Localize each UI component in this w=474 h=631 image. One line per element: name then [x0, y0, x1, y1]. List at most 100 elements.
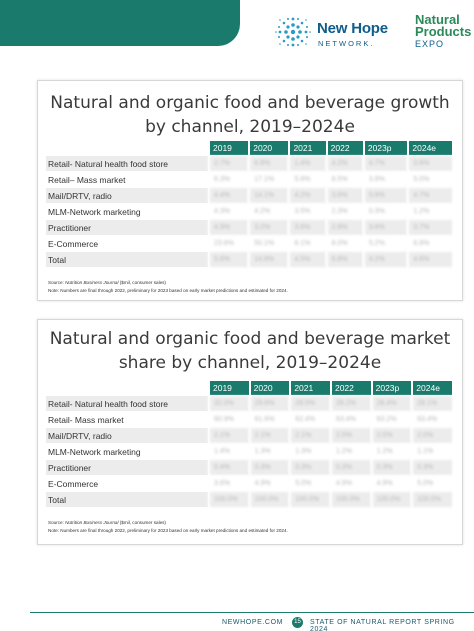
column-header: 2021	[288, 141, 326, 155]
table-cell: 1.2%	[370, 444, 412, 459]
table-cell: 8.5%	[325, 172, 363, 187]
source-suffix: ($mil, consumer sales)	[118, 280, 166, 285]
table-cell: 6.8%	[325, 252, 363, 267]
row-label: Practitioner	[46, 220, 208, 235]
growth-table-body: Retail- Natural health food store 2.7% 6.9…	[46, 156, 452, 267]
market-share-table-body: Retail- Natural health food store 32.0% 29…	[46, 396, 452, 507]
methodology-note: Note: Numbers are final through 2022, pr…	[48, 287, 288, 293]
table-row: E-Commerce 3.6% 4.9% 5.0% 4.9% 4.9% 5.0%	[46, 476, 452, 491]
column-header: 2019	[208, 141, 249, 155]
table-cell: 63.4%	[411, 412, 452, 427]
row-label: E-Commerce	[46, 476, 208, 491]
table-cell: 1.3%	[248, 444, 290, 459]
table-cell: 100.0%	[208, 492, 249, 507]
table-cell: 14.1%	[248, 188, 289, 203]
footer-site-link[interactable]: NEWHOPE.COM	[222, 619, 284, 626]
row-label: Mail/DRTV, radio	[46, 188, 208, 203]
table-row: Retail- Natural health food store 2.7% 6.9…	[46, 156, 452, 171]
growth-table-card: Natural and organic food and beverage gr…	[37, 80, 463, 301]
table-cell: 4.9%	[329, 476, 371, 491]
table-cell: 60.9%	[208, 412, 249, 427]
table-cell: 1.4%	[208, 444, 249, 459]
table-cell: 1.2%	[329, 444, 371, 459]
table-cell: 28.1%	[411, 396, 452, 411]
table-cell: 61.6%	[248, 412, 290, 427]
row-label: Total	[46, 492, 208, 507]
column-header: 2020	[248, 141, 289, 155]
table-row: Practitioner 0.4% 0.3% 0.3% 0.3% 0.3% 0.3%	[46, 460, 452, 475]
table-cell: 2.1%	[248, 428, 290, 443]
row-label: Retail– Mass market	[46, 172, 208, 187]
table-cell: 1.1%	[411, 444, 452, 459]
table-cell: 6.8%	[407, 236, 452, 251]
table-cell: 100.0%	[248, 492, 290, 507]
row-label: Practitioner	[46, 460, 208, 475]
brand-subtitle: NETWORK.	[318, 39, 375, 48]
expo-logo-line3: EXPO	[415, 39, 445, 49]
table-cell: 14.8%	[248, 252, 289, 267]
new-hope-network-logo: New Hope NETWORK.	[273, 14, 413, 50]
table-cell: 100.0%	[411, 492, 452, 507]
table-cell: 63.4%	[329, 412, 371, 427]
table-cell: 3.9%	[362, 172, 408, 187]
table-row: MLM-Network marketing 1.4% 1.3% 1.3% 1.2% 1.2…	[46, 444, 452, 459]
table-cell: 2.7%	[208, 156, 249, 171]
table-cell: 3.6%	[362, 220, 408, 235]
table-cell: 28.4%	[370, 396, 412, 411]
column-header: 2024e	[407, 141, 452, 155]
row-label: Total	[46, 252, 208, 267]
table-cell: 4.9%	[248, 476, 290, 491]
row-label: Retail- Natural health food store	[46, 396, 208, 411]
table-cell: 100.0%	[329, 492, 371, 507]
page-number-badge: 15	[292, 617, 303, 628]
table-cell: 1.3%	[289, 444, 330, 459]
footer-report-title: STATE OF NATURAL REPORT SPRING 2024	[310, 619, 455, 631]
table-cell: 6.1%	[288, 236, 326, 251]
table-cell: 5.0%	[411, 476, 452, 491]
row-label: Retail- Mass market	[46, 412, 208, 427]
market-share-table-card: Natural and organic food and beverage ma…	[37, 319, 463, 545]
table-cell: 28.2%	[329, 396, 371, 411]
methodology-note: Note: Numbers are final through 2022, pr…	[48, 527, 288, 533]
column-header: 2022	[329, 381, 371, 395]
table-cell: 3.6%	[208, 476, 249, 491]
table-cell: 4.9%	[208, 220, 249, 235]
table-cell: 17.1%	[248, 172, 289, 187]
column-header: 2021	[289, 381, 330, 395]
table-cell: 5.9%	[288, 172, 326, 187]
table-cell: 5.6%	[208, 252, 249, 267]
table-cell: 4.3%	[208, 204, 249, 219]
table-cell: 4.4%	[208, 188, 249, 203]
table-row: Retail- Natural health food store 32.0% 29…	[46, 396, 452, 411]
growth-table-title: Natural and organic food and beverage gr…	[38, 81, 462, 139]
expo-logo-line1: Natural	[415, 12, 460, 27]
row-label: E-Commerce	[46, 236, 208, 251]
table-row: Total 5.6% 14.8% 4.5% 6.8% 4.2% 4.6%	[46, 252, 452, 267]
column-header: 2024e	[411, 381, 452, 395]
table-cell: 23.6%	[208, 236, 249, 251]
market-share-table-notes: Source: Nutrition Business Journal ($mil…	[48, 519, 288, 534]
header-blank-cell	[46, 381, 208, 395]
table-cell: 50.1%	[248, 236, 289, 251]
expo-logo-line2: Products	[415, 24, 472, 39]
table-cell: 2.3%	[325, 204, 363, 219]
table-cell: 6.3%	[208, 172, 249, 187]
growth-table-notes: Source: Nutrition Business Journal ($mil…	[48, 279, 288, 294]
table-cell: 4.2%	[362, 252, 408, 267]
table-cell: 32.0%	[208, 396, 249, 411]
table-cell: 5.2%	[362, 236, 408, 251]
table-cell: 4.2%	[248, 204, 289, 219]
table-row: Mail/DRTV, radio 4.4% 14.1% 4.2% 3.6% 5.6% 4.7…	[46, 188, 452, 203]
table-cell: 4.2%	[288, 188, 326, 203]
natural-products-expo-logo: Natural Products EXPO	[415, 12, 474, 56]
table-cell: 3.6%	[325, 188, 363, 203]
table-cell: 5.6%	[362, 188, 408, 203]
table-cell: 28.5%	[289, 396, 330, 411]
growth-table: 2019 2020 2021 2022 2023p 2024e Retail- …	[46, 140, 452, 268]
source-publication: Nutrition Business Journal	[65, 280, 119, 285]
table-cell: 3.5%	[288, 204, 326, 219]
market-share-table: 2019 2020 2021 2022 2023p 2024e Retail- …	[46, 380, 452, 508]
source-prefix: Source:	[48, 280, 66, 285]
table-cell: 5.0%	[407, 172, 452, 187]
table-row: Retail– Mass market 6.3% 17.1% 5.9% 8.5% 3.9%…	[46, 172, 452, 187]
